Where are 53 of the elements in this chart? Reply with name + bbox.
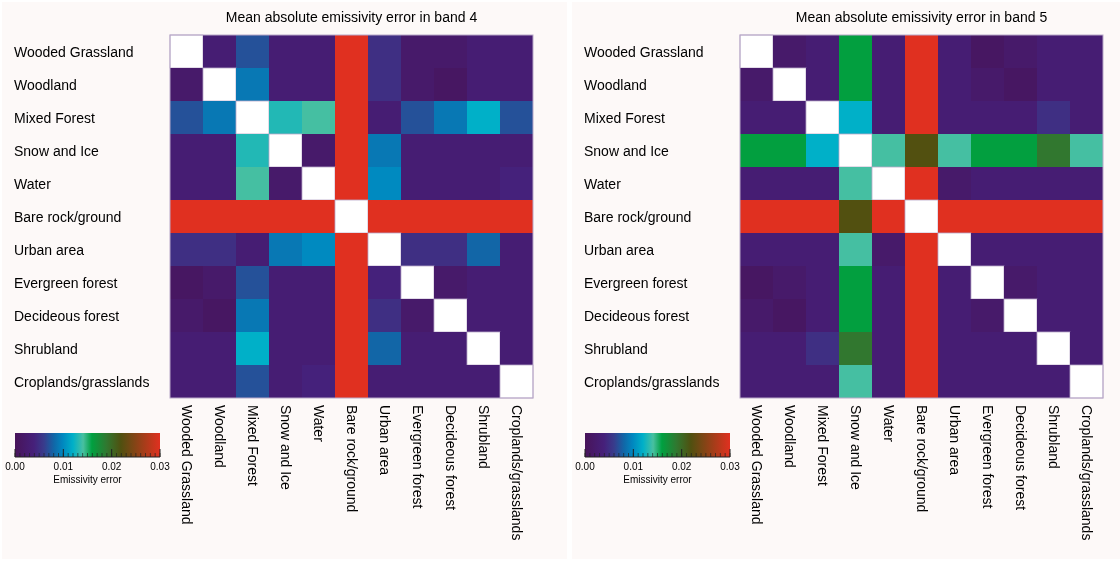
chart-title: Mean absolute emissivity error in band 4 xyxy=(225,9,478,25)
y-tick-label: Bare rock/ground xyxy=(14,208,122,225)
x-tick-label: Croplands/grasslands xyxy=(1078,405,1095,541)
x-tick-label: Evergreen forest xyxy=(409,405,426,509)
y-tick-label: Bare rock/ground xyxy=(584,208,692,225)
x-tick-label: Urban area xyxy=(376,405,393,476)
color-bar-label: 0.02 xyxy=(101,461,122,472)
y-tick-label: Decideous forest xyxy=(584,307,690,324)
color-bar-label: 0.00 xyxy=(575,461,596,472)
x-tick-label: Water xyxy=(310,405,327,443)
color-bar-label: 0.00 xyxy=(5,461,26,472)
x-tick-label: Snow and Ice xyxy=(277,405,294,491)
y-tick-label: Urban area xyxy=(14,241,85,258)
x-tick-label: Mixed Forest xyxy=(244,405,261,487)
x-tick-label: Snow and Ice xyxy=(847,405,864,491)
color-bar-label: 0.02 xyxy=(671,461,692,472)
x-tick-label: Bare rock/ground xyxy=(343,405,360,513)
y-tick-label: Mixed Forest xyxy=(14,109,96,126)
y-tick-label: Shrubland xyxy=(14,340,78,357)
y-tick-label: Shrubland xyxy=(584,340,648,357)
x-tick-label: Shrubland xyxy=(475,405,492,469)
color-bar-label: 0.03 xyxy=(150,461,171,472)
y-tick-label: Water xyxy=(14,175,52,192)
x-tick-label: Woodland xyxy=(211,405,228,468)
x-tick-label: Bare rock/ground xyxy=(913,405,930,513)
y-tick-label: Urban area xyxy=(584,241,655,258)
x-tick-label: Mixed Forest xyxy=(814,405,831,487)
color-bar-title: Emissivity error xyxy=(623,474,693,485)
y-tick-label: Evergreen forest xyxy=(584,274,688,291)
x-tick-label: Decideous forest xyxy=(1012,405,1029,511)
y-tick-label: Evergreen forest xyxy=(14,274,118,291)
x-tick-label: Decideous forest xyxy=(442,405,459,511)
color-bar-label: 0.03 xyxy=(720,461,741,472)
color-bar-title: Emissivity error xyxy=(53,474,123,485)
y-tick-label: Croplands/grasslands xyxy=(14,373,150,390)
color-bar-label: 0.01 xyxy=(53,461,74,472)
y-tick-label: Woodland xyxy=(14,76,77,93)
y-tick-label: Snow and Ice xyxy=(584,142,670,159)
x-tick-label: Water xyxy=(880,405,897,443)
y-tick-label: Snow and Ice xyxy=(14,142,100,159)
y-tick-label: Decideous forest xyxy=(14,307,120,324)
y-tick-label: Woodland xyxy=(584,76,647,93)
y-tick-label: Mixed Forest xyxy=(584,109,666,126)
y-tick-label: Wooded Grassland xyxy=(584,43,704,60)
x-tick-label: Urban area xyxy=(946,405,963,476)
chart-title: Mean absolute emissivity error in band 5 xyxy=(795,9,1048,25)
y-tick-label: Croplands/grasslands xyxy=(584,373,720,390)
color-bar-label: 0.01 xyxy=(623,461,644,472)
y-tick-label: Wooded Grassland xyxy=(14,43,134,60)
x-tick-label: Evergreen forest xyxy=(979,405,996,509)
x-tick-label: Woodland xyxy=(781,405,798,468)
x-tick-label: Shrubland xyxy=(1045,405,1062,469)
y-tick-label: Water xyxy=(584,175,622,192)
